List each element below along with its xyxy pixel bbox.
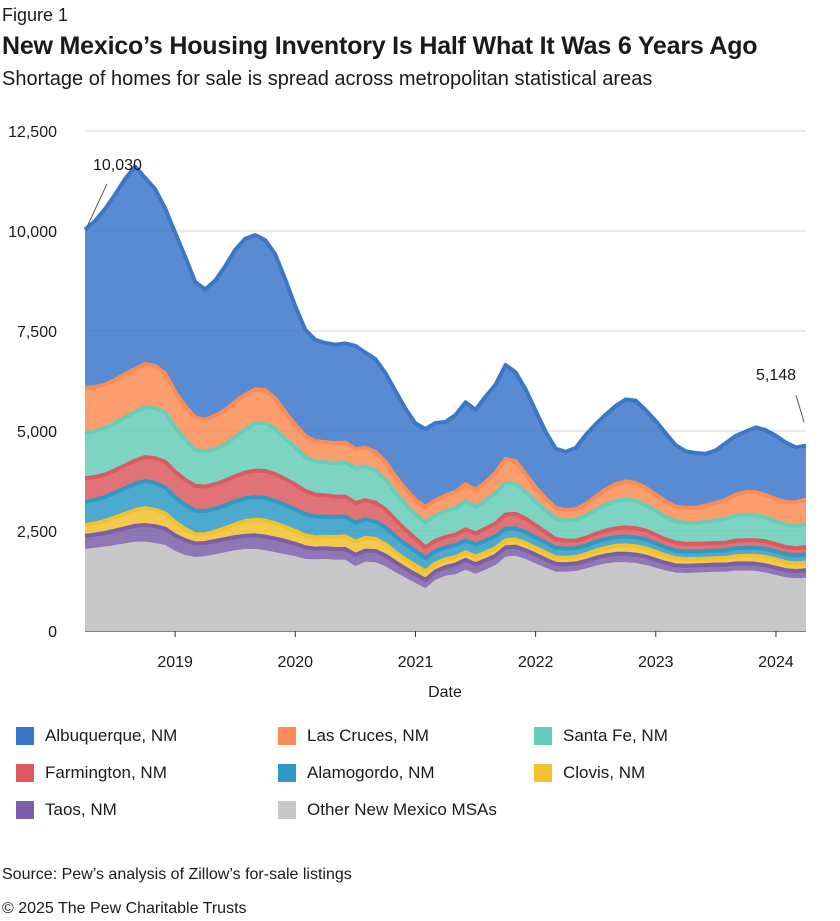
- line-albuquerque-nm: [83, 164, 807, 456]
- line-taos-nm: [84, 523, 807, 582]
- area-santa-fe-nm: [85, 407, 806, 549]
- copyright-note: © 2025 The Pew Charitable Trusts: [2, 900, 247, 917]
- legend-label: Alamogordo, NM: [307, 763, 435, 782]
- line-farmington-nm: [84, 455, 807, 551]
- x-tick-label: 2024: [758, 654, 794, 671]
- line-santa-fe-nm: [84, 405, 807, 528]
- annotations: 10,030 5,148: [86, 157, 805, 423]
- line-alamogordo-nm: [84, 479, 807, 561]
- area-taos-nm: [85, 525, 806, 589]
- y-tick-label: 7,500: [17, 324, 57, 341]
- y-tick-label: 0: [48, 624, 57, 641]
- annotation-leader: [86, 183, 108, 228]
- legend-label: Albuquerque, NM: [45, 726, 178, 745]
- x-tick-label: 2022: [518, 654, 554, 671]
- legend-label: Santa Fe, NM: [563, 726, 668, 745]
- y-tick-label: 5,000: [17, 424, 57, 441]
- legend-item: Alamogordo, NM: [278, 763, 435, 783]
- legend-item: Santa Fe, NM: [534, 726, 668, 746]
- line-las-cruces-nm: [84, 361, 807, 513]
- legend-item: Farmington, NM: [16, 763, 167, 783]
- area-alamogordo-nm: [85, 481, 806, 572]
- legend-item: Las Cruces, NM: [278, 726, 429, 746]
- x-tick-label: 2021: [398, 654, 434, 671]
- area-clovis-nm: [85, 508, 806, 580]
- legend-swatch: [534, 764, 552, 782]
- chart-title: New Mexico’s Housing Inventory Is Half W…: [2, 32, 758, 60]
- legend-label: Clovis, NM: [563, 763, 646, 782]
- legend-swatch: [16, 801, 34, 819]
- legend-label: Farmington, NM: [45, 763, 167, 782]
- area-series: [85, 166, 806, 631]
- legend-item: Clovis, NM: [534, 763, 645, 783]
- legend-swatch: [278, 801, 296, 819]
- x-tick-label: 2023: [638, 654, 674, 671]
- figure-label: Figure 1: [2, 5, 69, 25]
- line-clovis-nm: [84, 506, 807, 574]
- series-lines: [83, 164, 807, 582]
- legend-label: Las Cruces, NM: [307, 726, 429, 745]
- annotation-label: 10,030: [93, 157, 142, 174]
- y-tick-label: 2,500: [17, 524, 57, 541]
- area-albuquerque-nm: [85, 166, 806, 511]
- y-tick-label: 10,000: [8, 224, 57, 241]
- legend-swatch: [534, 727, 552, 745]
- y-tick-label: 12,500: [8, 124, 57, 141]
- legend-item: Taos, NM: [16, 800, 117, 820]
- annotation-leader: [795, 394, 805, 423]
- annotation-label: 5,148: [756, 367, 796, 384]
- x-axis-ticks: 2019 2020 2021 2022 2023 2024: [157, 631, 794, 671]
- stacked-area-chart: 0 2,500 5,000 7,500 10,000 12,500 2019 2020 202…: [8, 124, 807, 701]
- legend-swatch: [278, 727, 296, 745]
- y-axis-ticks: 0 2,500 5,000 7,500 10,000 12,500: [8, 124, 57, 641]
- x-axis-label: Date: [428, 684, 462, 701]
- x-tick-label: 2020: [277, 654, 313, 671]
- legend-item: Albuquerque, NM: [16, 726, 177, 746]
- area-las-cruces-nm: [85, 363, 806, 526]
- x-tick-label: 2019: [157, 654, 193, 671]
- legend-swatch: [16, 727, 34, 745]
- area-farmington-nm: [85, 457, 806, 559]
- legend-swatch: [278, 764, 296, 782]
- source-note: Source: Pew’s analysis of Zillow’s for-s…: [2, 866, 352, 883]
- legend-label: Taos, NM: [45, 800, 117, 819]
- area-other-new-mexico-msas: [85, 541, 806, 631]
- legend-swatch: [16, 764, 34, 782]
- legend-label: Other New Mexico MSAs: [307, 800, 497, 819]
- legend-item: Other New Mexico MSAs: [278, 800, 497, 820]
- chart-subtitle: Shortage of homes for sale is spread acr…: [2, 68, 653, 90]
